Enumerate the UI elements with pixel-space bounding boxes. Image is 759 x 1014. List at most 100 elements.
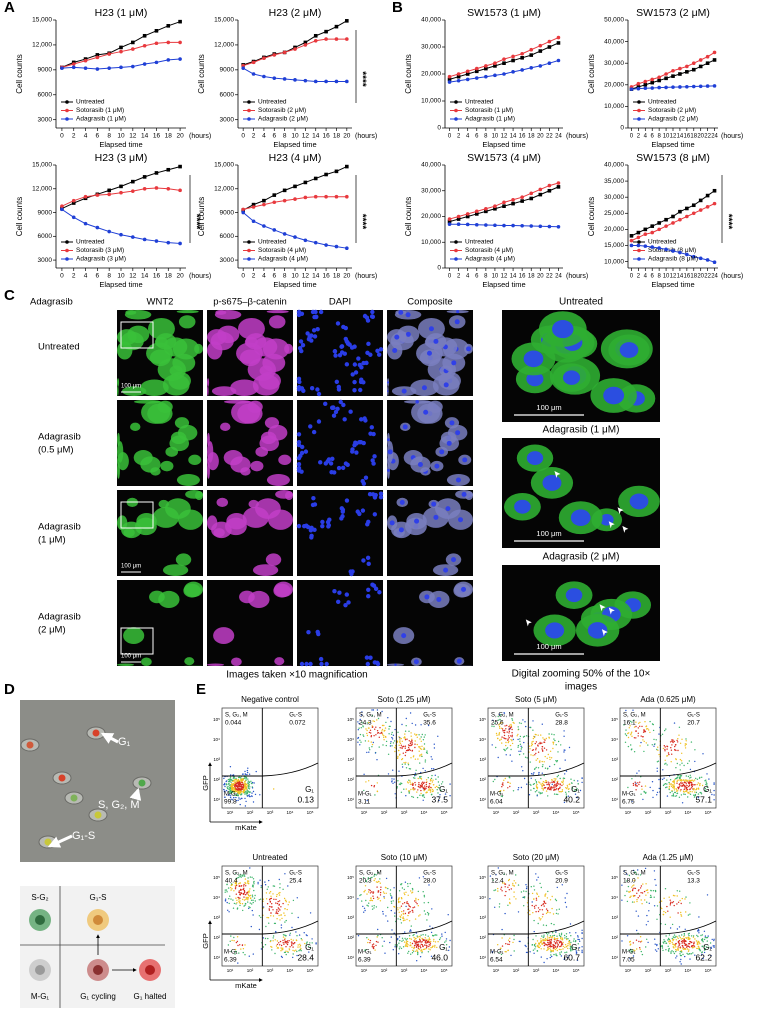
event-dot — [505, 741, 507, 744]
event-dot — [418, 750, 420, 752]
event-dot — [627, 786, 629, 789]
event-dot — [411, 722, 413, 725]
event-dot — [390, 894, 392, 897]
event-dot — [434, 946, 436, 948]
event-dot — [379, 894, 382, 896]
event-dot — [371, 899, 374, 902]
event-dot — [390, 900, 392, 903]
y-tick-label: 0 — [620, 125, 624, 132]
event-dot — [636, 929, 638, 932]
event-dot — [680, 794, 683, 796]
event-dot — [533, 898, 535, 900]
event-dot — [284, 873, 286, 875]
data-point — [83, 66, 88, 70]
nucleus — [367, 492, 373, 497]
nucleus — [366, 587, 371, 592]
event-dot — [535, 749, 537, 751]
event-dot — [247, 791, 249, 793]
x-tick-label: 8 — [107, 133, 111, 140]
event-dot — [504, 894, 506, 897]
event-dot — [369, 942, 371, 944]
event-dot — [668, 787, 670, 789]
event-dot — [277, 900, 279, 903]
event-dot — [380, 889, 382, 891]
event-dot — [512, 884, 514, 886]
event-dot — [397, 909, 399, 911]
event-dot — [533, 919, 535, 922]
event-dot — [284, 934, 286, 936]
event-dot — [672, 786, 674, 789]
event-dot — [531, 944, 533, 946]
event-dot — [537, 744, 539, 746]
event-dot — [517, 911, 520, 913]
data-point — [282, 232, 287, 236]
event-dot — [672, 780, 675, 782]
event-dot — [565, 933, 568, 935]
event-dot — [262, 937, 265, 939]
event-dot — [252, 878, 255, 880]
event-dot — [397, 907, 399, 909]
event-dot — [513, 880, 515, 882]
x-tick-label: 22 — [704, 134, 711, 140]
event-dot — [526, 783, 528, 785]
event-dot — [234, 953, 236, 955]
event-dot — [680, 774, 682, 777]
event-dot — [246, 882, 249, 884]
event-dot — [534, 779, 537, 781]
event-dot — [244, 944, 246, 946]
data-point — [547, 224, 552, 229]
event-dot — [679, 758, 682, 761]
event-dot — [423, 789, 425, 792]
event-dot — [236, 902, 238, 904]
event-dot — [713, 946, 715, 948]
event-dot — [251, 896, 254, 898]
event-dot — [404, 730, 407, 732]
event-dot — [563, 801, 566, 804]
event-dot — [389, 893, 392, 895]
event-dot — [421, 782, 423, 784]
x-tick-label: 2 — [457, 274, 461, 280]
event-dot — [553, 778, 555, 780]
event-dot — [699, 784, 701, 786]
event-dot — [545, 781, 547, 784]
event-dot — [404, 763, 406, 765]
event-dot — [305, 942, 308, 944]
event-dot — [495, 874, 497, 876]
event-dot — [701, 776, 703, 778]
cell — [162, 564, 189, 577]
event-dot — [234, 779, 236, 781]
event-dot — [428, 788, 431, 790]
data-point — [107, 66, 111, 70]
axis-tick-label: 10⁵ — [213, 717, 220, 722]
event-dot — [262, 946, 265, 948]
event-dot — [398, 754, 401, 756]
event-dot — [544, 781, 546, 783]
event-dot — [665, 949, 667, 951]
event-dot — [283, 943, 285, 945]
data-point — [712, 188, 717, 193]
event-dot — [410, 744, 412, 747]
event-dot — [541, 748, 543, 750]
event-dot — [366, 732, 368, 735]
event-dot — [235, 884, 238, 887]
event-dot — [393, 778, 395, 780]
event-dot — [416, 791, 418, 793]
x-tick-label: 0 — [60, 273, 64, 280]
event-dot — [669, 904, 671, 906]
event-dot — [419, 784, 422, 786]
event-dot — [683, 793, 685, 795]
event-dot — [441, 933, 443, 935]
quadrant-value: 35.6 — [423, 720, 436, 727]
event-dot — [415, 769, 417, 771]
data-point — [303, 180, 308, 185]
event-dot — [672, 894, 675, 897]
event-dot — [226, 883, 228, 885]
event-dot — [420, 786, 423, 788]
event-dot — [417, 758, 419, 760]
event-dot — [624, 894, 626, 897]
axis-tick-label: 10² — [479, 935, 486, 940]
x-tick-label: 12 — [302, 273, 310, 280]
event-dot — [676, 790, 678, 792]
event-dot — [245, 896, 247, 899]
y-tick-label: 12,000 — [32, 185, 52, 192]
